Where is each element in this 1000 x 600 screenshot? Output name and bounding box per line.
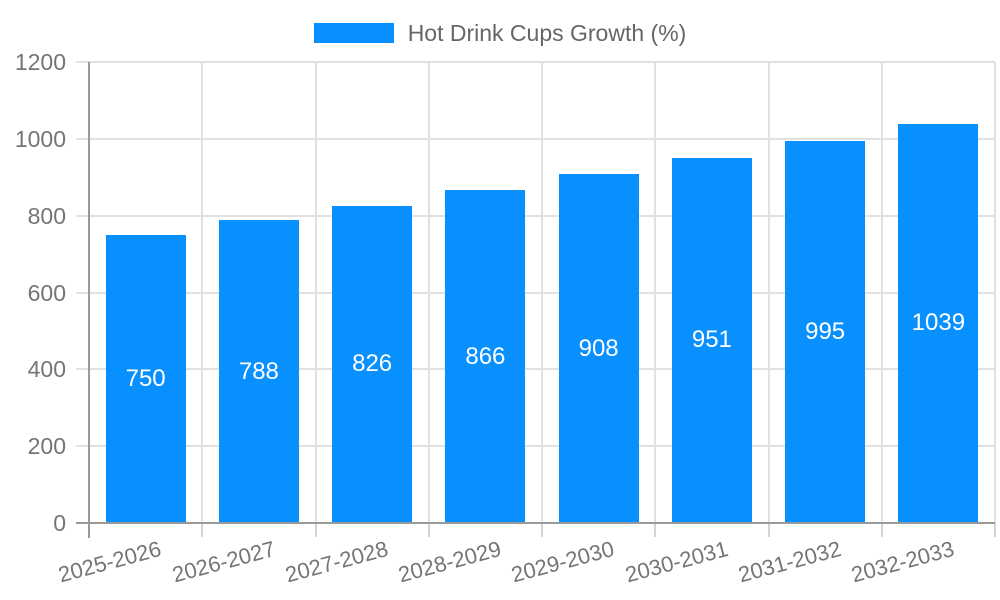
bar-value-label: 826 xyxy=(352,350,393,378)
bar-value-label: 951 xyxy=(691,326,732,354)
x-axis-tick xyxy=(880,523,883,537)
x-axis-tick-label: 2028-2029 xyxy=(395,536,504,588)
x-gridline xyxy=(767,62,770,523)
bar[interactable] xyxy=(785,140,866,523)
x-axis-tick xyxy=(994,523,996,537)
x-axis-tick-label: 2031-2032 xyxy=(735,536,844,588)
x-gridline xyxy=(994,62,996,523)
y-axis-tick-label: 800 xyxy=(27,202,66,229)
y-axis-tick-label: 400 xyxy=(27,356,66,383)
x-axis-tick-label: 2027-2028 xyxy=(282,536,391,588)
x-gridline xyxy=(201,62,204,523)
legend[interactable]: Hot Drink Cups Growth (%) xyxy=(0,18,1000,48)
bar[interactable] xyxy=(105,234,186,523)
y-axis-tick-label: 200 xyxy=(27,433,66,460)
y-axis-tick-label: 600 xyxy=(27,279,66,306)
x-gridline xyxy=(314,62,317,523)
x-axis-tick xyxy=(201,523,204,537)
x-axis-tick xyxy=(541,523,543,537)
legend-swatch xyxy=(313,23,394,43)
x-axis-tick xyxy=(767,523,770,537)
y-gridline xyxy=(76,368,995,371)
bar-value-label: 995 xyxy=(805,317,846,345)
y-gridline xyxy=(76,61,995,63)
x-axis-tick xyxy=(654,523,657,537)
bar[interactable] xyxy=(218,220,299,523)
bar-value-label: 1039 xyxy=(911,309,966,337)
x-axis-tick xyxy=(314,523,317,537)
x-gridline xyxy=(880,62,883,523)
x-axis-tick-label: 2025-2026 xyxy=(55,536,165,588)
x-axis-line xyxy=(76,522,995,524)
y-axis-tick-label: 0 xyxy=(53,510,66,536)
y-gridline xyxy=(76,445,995,448)
y-gridline xyxy=(76,214,995,217)
x-gridline xyxy=(427,62,430,523)
bar[interactable] xyxy=(898,123,979,523)
x-gridline xyxy=(654,62,657,523)
y-axis-tick-label: 1000 xyxy=(14,125,66,152)
x-axis-tick-label: 2032-2033 xyxy=(848,536,957,588)
y-axis-line xyxy=(88,62,90,538)
y-gridline xyxy=(76,137,995,140)
x-gridline xyxy=(541,62,543,523)
bar-value-label: 750 xyxy=(125,364,166,392)
y-gridline xyxy=(76,291,995,294)
y-axis-tick-label: 1200 xyxy=(14,49,66,75)
x-axis-tick xyxy=(427,523,430,537)
bar[interactable] xyxy=(445,190,526,523)
x-axis-tick-label: 2030-2031 xyxy=(622,536,731,588)
bar-value-label: 866 xyxy=(465,342,506,370)
bar[interactable] xyxy=(671,157,752,523)
bar-value-label: 908 xyxy=(578,334,619,362)
x-axis-tick-label: 2029-2030 xyxy=(508,536,618,588)
x-axis-tick-label: 2026-2027 xyxy=(169,536,278,588)
bar[interactable] xyxy=(332,205,413,523)
legend-label: Hot Drink Cups Growth (%) xyxy=(407,20,687,46)
bar-value-label: 788 xyxy=(238,357,279,385)
bar[interactable] xyxy=(558,174,639,523)
